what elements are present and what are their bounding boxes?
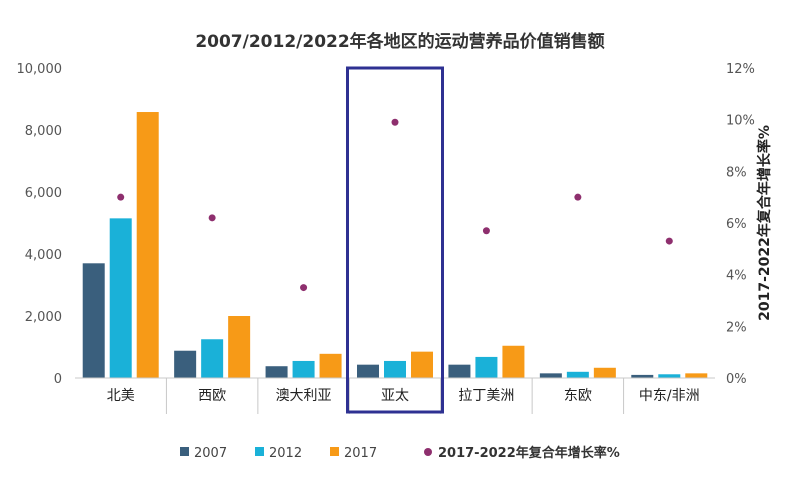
legend-label: 2007 [194, 446, 227, 461]
bar-2007 [265, 366, 288, 378]
bar-2017 [228, 316, 251, 378]
right-tick-label: 6% [726, 217, 747, 232]
category-separators [165, 378, 625, 414]
bar-2012 [658, 374, 681, 378]
left-tick-label: 6,000 [25, 186, 62, 201]
right-tick-label: 10% [726, 114, 755, 129]
bar-2012 [109, 218, 132, 378]
growth-dots [117, 118, 673, 292]
bar-2007 [357, 364, 379, 378]
bars [82, 112, 708, 379]
legend-dot [424, 448, 432, 456]
category-label: 拉丁美洲 [458, 388, 514, 404]
category-label: 西欧 [198, 388, 226, 404]
category-label: 澳大利亚 [276, 388, 332, 404]
bar-2007 [448, 364, 471, 378]
left-tick-label: 0 [54, 372, 62, 387]
bar-2012 [475, 356, 498, 378]
legend: 2007 2012 2017 2017-2022年复合年增长率% [180, 445, 620, 461]
growth-dot [391, 118, 399, 126]
left-axis-ticks: 0 2,000 4,000 6,000 8,000 10,000 [17, 62, 63, 387]
chart-title: 2007/2012/2022年各地区的运动营养品价值销售额 [195, 31, 604, 52]
right-tick-label: 2% [726, 320, 747, 335]
legend-label: 2017-2022年复合年增长率% [438, 445, 620, 461]
bar-2017 [136, 112, 159, 379]
bar-2017 [593, 367, 616, 378]
left-tick-label: 8,000 [25, 124, 62, 139]
right-tick-label: 0% [726, 372, 747, 387]
left-tick-label: 4,000 [25, 248, 62, 263]
category-labels: 北美 西欧 澳大利亚 亚太 拉丁美洲 东欧 中东/非洲 [107, 388, 700, 404]
growth-dot [665, 237, 673, 245]
category-label: 东欧 [564, 388, 592, 404]
bar-2012 [384, 360, 406, 378]
right-axis-label: 2017-2022年复合年增长率% [756, 125, 773, 321]
growth-dot [482, 227, 490, 235]
growth-dot [574, 193, 582, 201]
right-tick-label: 12% [726, 62, 755, 77]
growth-dot [208, 214, 216, 222]
category-label: 北美 [107, 388, 135, 404]
legend-swatch-2012 [255, 447, 264, 456]
bar-2012 [292, 360, 315, 378]
bar-2017 [685, 373, 708, 378]
right-axis-ticks: 0% 2% 4% 6% 8% 10% 12% [726, 62, 755, 387]
bar-2017 [319, 353, 342, 378]
left-tick-label: 10,000 [17, 62, 63, 77]
highlight-box [346, 66, 444, 414]
category-label: 中东/非洲 [639, 388, 700, 404]
right-tick-label: 8% [726, 165, 747, 180]
legend-label: 2012 [269, 446, 302, 461]
bar-2007 [631, 374, 654, 378]
category-label: 亚太 [381, 388, 409, 404]
legend-swatch-2017 [330, 447, 339, 456]
bar-2017 [502, 345, 525, 378]
right-tick-label: 4% [726, 269, 747, 284]
legend-label: 2017 [344, 446, 377, 461]
growth-dot [300, 284, 308, 292]
bar-2007 [82, 263, 105, 378]
legend-swatch-2007 [180, 447, 189, 456]
left-tick-label: 2,000 [25, 310, 62, 325]
bar-2012 [566, 371, 589, 378]
bar-2007 [539, 373, 562, 378]
bar-2012 [201, 339, 224, 378]
bar-2007 [174, 350, 197, 378]
bar-2017 [411, 351, 433, 378]
growth-dot [117, 193, 125, 201]
